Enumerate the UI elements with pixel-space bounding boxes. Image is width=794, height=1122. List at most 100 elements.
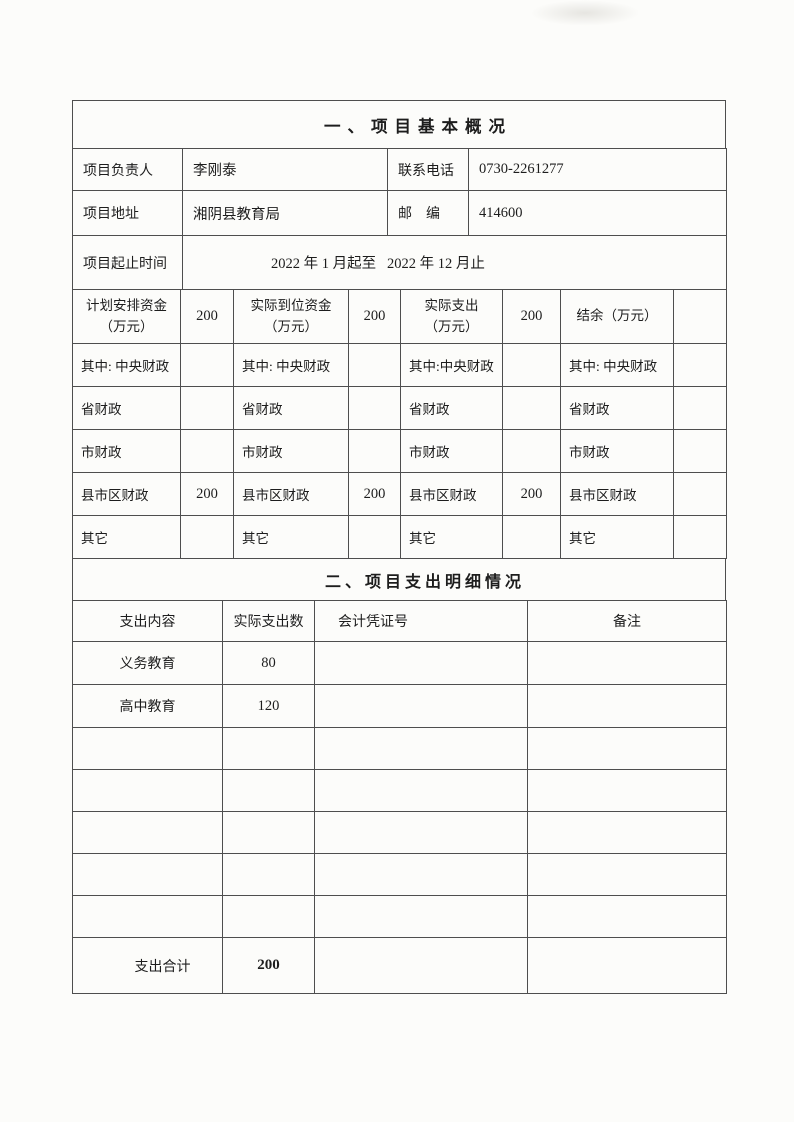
funding-title-line1: 实际到位资金: [250, 297, 332, 313]
expense-note-cell: [527, 684, 727, 728]
funding-row-city: 市财政 市财政 市财政 市财政: [72, 429, 727, 473]
funding-value-cell: [180, 343, 234, 387]
planned-funds-amount: 200: [180, 289, 234, 344]
expense-total-value: 200: [222, 937, 315, 994]
received-funds-header: 实际到位资金 （万元）: [233, 289, 349, 344]
expense-row: 高中教育 120: [72, 684, 727, 728]
funding-label-cell: 其中: 中央财政: [72, 343, 181, 387]
expense-header-row: 支出内容 实际支出数 会计凭证号 备注: [72, 600, 727, 642]
table-row: 项目负责人 李刚泰 联系电话 0730-2261277: [72, 148, 727, 191]
funding-row-other: 其它 其它 其它 其它: [72, 515, 727, 559]
funding-value-cell: 200: [502, 472, 561, 516]
basic-info-table: 项目负责人 李刚泰 联系电话 0730-2261277 项目地址 湘阴县教育局 …: [72, 148, 727, 290]
expense-total-voucher-cell: [314, 937, 528, 994]
actual-expense-amount: 200: [502, 289, 561, 344]
balance-header: 结余（万元）: [560, 289, 674, 344]
funding-value-cell: [673, 343, 727, 387]
planned-funds-header: 计划安排资金 （万元）: [72, 289, 181, 344]
table-row: 项目起止时间 2022 年 1 月起至 2022 年 12 月止: [72, 235, 727, 290]
expense-amount-cell: 120: [222, 684, 315, 728]
funding-label-cell: 市财政: [72, 429, 181, 473]
funding-value-cell: 200: [348, 472, 401, 516]
funding-value-cell: [348, 515, 401, 559]
funding-row-province: 省财政 省财政 省财政 省财政: [72, 386, 727, 430]
expense-amount-cell: [222, 769, 315, 812]
funding-label-cell: 省财政: [560, 386, 674, 430]
expense-note-cell: [527, 769, 727, 812]
actual-amount-header: 实际支出数: [222, 600, 315, 642]
expense-voucher-cell: [314, 727, 528, 770]
expense-content-cell: [72, 769, 223, 812]
expense-content-cell: [72, 811, 223, 854]
contact-phone-value: 0730-2261277: [468, 148, 727, 191]
expense-total-note-cell: [527, 937, 727, 994]
expense-row: [72, 811, 727, 854]
funding-title-line2: （万元）: [424, 318, 479, 334]
section1-title-text: 一、项目基本概况: [324, 116, 512, 136]
voucher-number-header: 会计凭证号: [314, 600, 528, 642]
funding-label-cell: 市财政: [233, 429, 349, 473]
funding-value-cell: [673, 429, 727, 473]
funding-label-cell: 市财政: [400, 429, 503, 473]
postal-code-label: 邮 编: [387, 190, 469, 236]
expense-content-cell: [72, 895, 223, 938]
funding-value-cell: [673, 386, 727, 430]
funding-label-cell: 其中: 中央财政: [233, 343, 349, 387]
expense-row: [72, 769, 727, 812]
funding-value-cell: [502, 386, 561, 430]
table-row: 项目地址 湘阴县教育局 邮 编 414600: [72, 190, 727, 236]
funding-value-cell: [180, 515, 234, 559]
expense-content-cell: [72, 727, 223, 770]
funding-table: 计划安排资金 （万元） 200 实际到位资金 （万元） 200 实际支出 （万元…: [72, 289, 727, 559]
expense-voucher-cell: [314, 769, 528, 812]
expense-content-cell: 义务教育: [72, 641, 223, 685]
expense-note-cell: [527, 853, 727, 896]
expense-total-label: 支出合计: [72, 937, 223, 994]
expense-amount-cell: [222, 853, 315, 896]
funding-title-line2: （万元）: [99, 318, 154, 334]
duration-value: 2022 年 1 月起至 2022 年 12 月止: [182, 235, 727, 290]
funding-label-cell: 其中:中央财政: [400, 343, 503, 387]
expense-note-cell: [527, 895, 727, 938]
scan-smudge: [530, 0, 640, 26]
funding-title-line2: （万元）: [264, 318, 318, 334]
funding-label-cell: 其它: [560, 515, 674, 559]
funding-value-cell: [348, 343, 401, 387]
funding-header-row: 计划安排资金 （万元） 200 实际到位资金 （万元） 200 实际支出 （万元…: [72, 289, 727, 344]
expense-row: 义务教育 80: [72, 641, 727, 685]
expense-content-cell: 高中教育: [72, 684, 223, 728]
expense-voucher-cell: [314, 684, 528, 728]
project-leader-value: 李刚泰: [182, 148, 388, 191]
duration-label: 项目起止时间: [72, 235, 183, 290]
funding-value-cell: [502, 429, 561, 473]
project-report-form: 一、项目基本概况 项目负责人 李刚泰 联系电话 0730-2261277 项目地…: [72, 100, 727, 994]
section2-title: 二、项目支出明细情况: [72, 558, 726, 601]
funding-label-cell: 其它: [72, 515, 181, 559]
project-address-label: 项目地址: [72, 190, 183, 236]
postal-code-value: 414600: [468, 190, 727, 236]
funding-label-cell: 县市区财政: [233, 472, 349, 516]
received-funds-amount: 200: [348, 289, 401, 344]
expense-amount-cell: [222, 811, 315, 854]
actual-expense-header: 实际支出 （万元）: [400, 289, 503, 344]
funding-label-cell: 其它: [400, 515, 503, 559]
funding-label-cell: 省财政: [400, 386, 503, 430]
expense-amount-cell: [222, 895, 315, 938]
funding-value-cell: [348, 429, 401, 473]
expense-row: [72, 727, 727, 770]
expense-content-header: 支出内容: [72, 600, 223, 642]
funding-value-cell: [348, 386, 401, 430]
expense-amount-cell: [222, 727, 315, 770]
section2-title-text: 二、项目支出明细情况: [324, 573, 525, 591]
project-address-value: 湘阴县教育局: [182, 190, 388, 236]
expense-amount-cell: 80: [222, 641, 315, 685]
expense-total-row: 支出合计 200: [72, 937, 727, 994]
expense-note-cell: [527, 811, 727, 854]
project-leader-label: 项目负责人: [72, 148, 183, 191]
funding-value-cell: [502, 515, 561, 559]
funding-value-cell: 200: [180, 472, 234, 516]
funding-label-cell: 县市区财政: [400, 472, 503, 516]
expense-voucher-cell: [314, 853, 528, 896]
expense-content-cell: [72, 853, 223, 896]
